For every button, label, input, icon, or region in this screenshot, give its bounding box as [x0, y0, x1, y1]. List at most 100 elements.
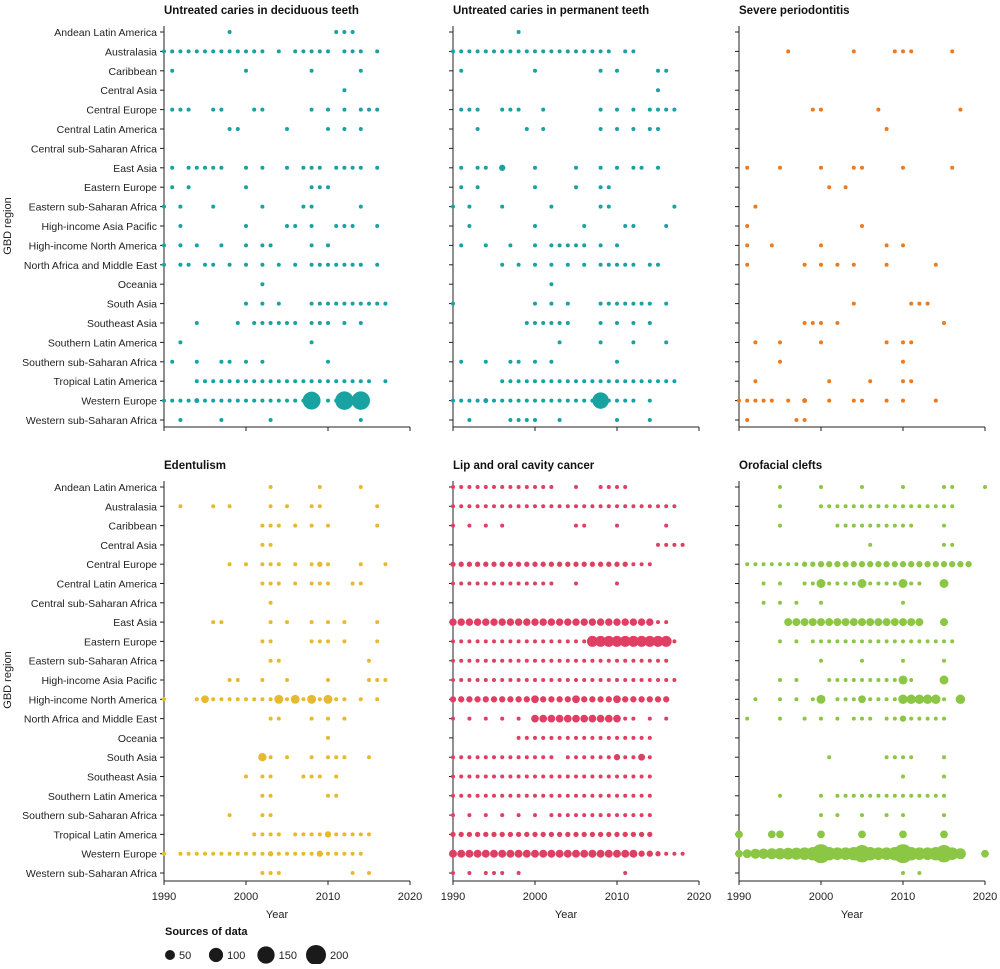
data-point: [498, 849, 507, 858]
data-point: [516, 30, 521, 34]
data-point: [533, 581, 537, 586]
data-point: [582, 49, 587, 54]
data-point: [466, 696, 473, 703]
data-point: [819, 340, 823, 345]
data-point: [860, 485, 864, 489]
data-point: [917, 504, 922, 509]
data-point: [884, 523, 889, 528]
region-label: East Asia: [113, 617, 157, 629]
data-point: [802, 321, 807, 325]
data-point: [227, 127, 232, 131]
legend-label: 100: [227, 950, 245, 962]
data-point: [810, 639, 815, 644]
data-point: [227, 813, 232, 818]
data-point: [753, 562, 758, 567]
data-point: [309, 224, 314, 228]
data-point: [309, 301, 314, 306]
data-point: [162, 49, 166, 54]
region-label: Australasia: [105, 501, 157, 513]
data-point: [334, 832, 339, 837]
data-point: [309, 562, 314, 567]
data-point: [516, 755, 521, 760]
data-point: [524, 793, 529, 798]
data-point: [459, 243, 464, 248]
data-point: [639, 813, 644, 818]
region-label: Southeast Asia: [87, 318, 157, 330]
data-point: [516, 774, 521, 779]
data-point: [549, 243, 554, 248]
data-point: [965, 561, 972, 568]
data-point: [613, 849, 621, 858]
data-point: [170, 185, 175, 190]
data-point: [533, 165, 537, 170]
data-point: [203, 49, 207, 54]
data-point: [227, 359, 232, 364]
data-point: [309, 639, 314, 644]
data-point: [317, 165, 322, 170]
data-point: [614, 831, 620, 838]
data-point: [808, 618, 817, 627]
data-point: [358, 301, 363, 306]
data-point: [342, 127, 347, 131]
data-point: [598, 107, 603, 112]
data-point: [613, 695, 621, 704]
data-point: [203, 379, 207, 384]
data-point: [358, 832, 363, 837]
data-point: [901, 755, 905, 760]
data-point: [450, 831, 456, 838]
data-point: [892, 678, 897, 682]
data-point: [383, 379, 388, 384]
data-point: [860, 165, 864, 170]
data-point: [268, 321, 273, 325]
data-point: [753, 204, 758, 209]
data-point: [664, 678, 669, 682]
data-point: [606, 813, 611, 818]
data-point: [451, 581, 455, 586]
data-point: [656, 68, 660, 73]
data-point: [892, 504, 897, 509]
data-point: [819, 813, 823, 818]
data-point: [916, 561, 923, 568]
data-point: [458, 696, 465, 703]
data-point: [606, 774, 611, 779]
data-point: [244, 301, 248, 306]
data-point: [467, 658, 472, 663]
legend-label: 50: [179, 950, 191, 962]
data-point: [524, 485, 529, 489]
data-point: [500, 398, 505, 403]
data-point: [555, 714, 564, 723]
data-point: [875, 561, 882, 568]
data-point: [574, 639, 578, 644]
data-point: [350, 871, 355, 875]
data-point: [774, 847, 786, 860]
data-point: [244, 774, 248, 779]
region-label: Central Asia: [100, 85, 157, 97]
data-point: [490, 849, 498, 858]
data-point: [639, 774, 644, 779]
data-point: [549, 678, 554, 682]
data-point: [211, 165, 216, 170]
data-point: [285, 224, 289, 228]
data-point: [942, 774, 946, 779]
data-point: [597, 831, 604, 838]
data-point: [572, 849, 580, 858]
data-point: [851, 504, 856, 509]
data-point: [316, 850, 323, 857]
data-point: [851, 581, 856, 586]
data-point: [899, 618, 907, 627]
data-point: [532, 831, 538, 838]
data-point: [827, 185, 832, 190]
data-point: [252, 321, 257, 325]
data-point: [549, 485, 554, 489]
data-point: [524, 678, 529, 682]
region-label: High-income Asia Pacific: [41, 675, 157, 687]
data-point: [533, 678, 537, 682]
data-point: [631, 813, 636, 818]
data-point: [227, 851, 232, 856]
data-point: [784, 618, 793, 627]
data-point: [285, 620, 289, 625]
data-point: [582, 755, 587, 760]
data-point: [647, 658, 652, 663]
data-point: [301, 774, 306, 779]
data-point: [901, 485, 905, 489]
